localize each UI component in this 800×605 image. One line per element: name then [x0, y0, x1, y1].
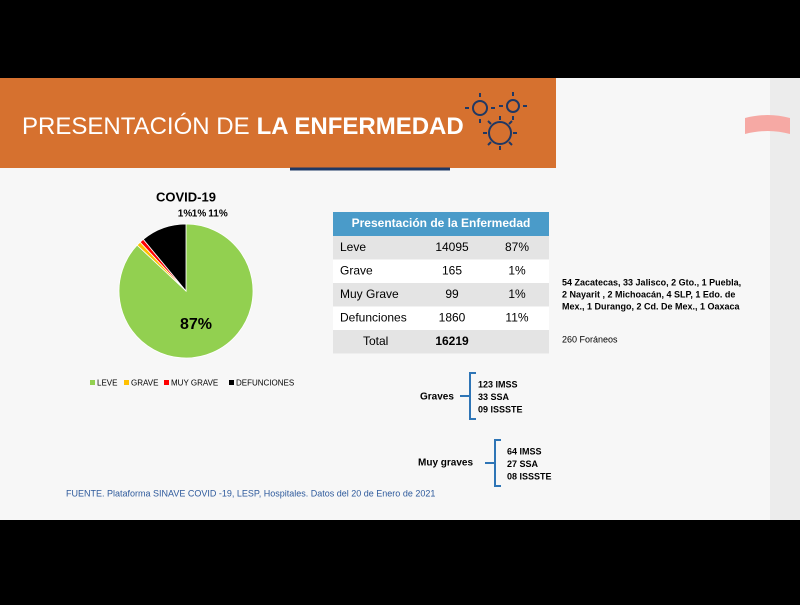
- group-label: Muy graves: [418, 458, 473, 469]
- table-cell: Grave: [340, 264, 373, 278]
- table-cell: 16219: [435, 334, 469, 348]
- legend-label: GRAVE: [131, 379, 158, 388]
- group-item: 123 IMSS: [478, 379, 518, 389]
- group-label: Graves: [420, 392, 454, 403]
- table-cell: 165: [442, 264, 462, 278]
- pie: 87%1% 1% 11%: [118, 209, 254, 359]
- note-line: 2 Nayarit , 2 Michoacán, 4 SLP, 1 Edo. d…: [562, 289, 735, 299]
- virus-icons: [465, 92, 527, 150]
- table-cell: 99: [445, 287, 459, 301]
- next-slide: [770, 78, 800, 520]
- legend-swatch: [124, 380, 129, 385]
- legend-label: LEVE: [97, 379, 117, 388]
- table-row-bg: [333, 306, 549, 330]
- table-row-bg: [333, 259, 549, 283]
- brace: [485, 439, 501, 487]
- slice-label: 11%: [208, 209, 228, 220]
- groups: Graves 123 IMSS 33 SSA 09 ISSSTE Muy graves 6…: [418, 372, 552, 487]
- title-regular: PRESENTACIÓN DE: [22, 113, 250, 140]
- title-bold: LA ENFERMEDAD: [257, 113, 464, 140]
- pie-slice: [142, 223, 187, 293]
- group-item: 27 SSA: [507, 459, 539, 469]
- group-item: 33 SSA: [478, 392, 510, 402]
- group-item: 64 IMSS: [507, 446, 542, 456]
- table-cell: 1%: [508, 287, 526, 301]
- decoration: [745, 115, 790, 134]
- header-band: [0, 78, 556, 168]
- table-cell: 11%: [505, 311, 528, 325]
- table-row-bg: [333, 236, 549, 260]
- table-cell: Defunciones: [340, 311, 407, 325]
- table-cell: 14095: [435, 240, 469, 254]
- legend-swatch: [164, 380, 169, 385]
- table-cell: Muy Grave: [340, 287, 399, 301]
- chart-title: COVID-19: [156, 189, 216, 204]
- slice-label: 1%: [192, 209, 207, 220]
- slice-label: 87%: [180, 316, 212, 333]
- table-cell: Total: [363, 334, 388, 348]
- legend: LEVE GRAVE MUY GRAVE DEFUNCIONES: [90, 379, 294, 388]
- table-row-bg: [333, 330, 549, 354]
- legend-swatch: [90, 380, 95, 385]
- table-cell: Leve: [340, 240, 366, 254]
- brace: [460, 372, 476, 420]
- legend-swatch: [229, 380, 234, 385]
- table-title: Presentación de la Enfermedad: [352, 216, 531, 230]
- table-row-bg: [333, 283, 549, 307]
- legend-label: DEFUNCIONES: [236, 379, 294, 388]
- table-cell: 1860: [439, 311, 466, 325]
- notes: 54 Zacatecas, 33 Jalisco, 2 Gto., 1 Pueb…: [562, 277, 741, 344]
- group-item: 09 ISSSTE: [478, 404, 523, 414]
- legend-label: MUY GRAVE: [171, 379, 218, 388]
- slice-label: 1%: [178, 209, 193, 220]
- table-cell: 87%: [505, 240, 529, 254]
- note-foraneos: 260 Foráneos: [562, 334, 618, 344]
- table-cell: 1%: [508, 264, 526, 278]
- header-title: PRESENTACIÓN DE LA ENFERMEDAD: [22, 113, 464, 140]
- group-item: 08 ISSSTE: [507, 471, 552, 481]
- table-header-bg: [333, 212, 549, 236]
- footer: FUENTE. Plataforma SINAVE COVID -19, LES…: [66, 488, 435, 498]
- note-line: Mex., 1 Durango, 2 Cd. De Mex., 1 Oaxaca: [562, 301, 741, 311]
- note-line: 54 Zacatecas, 33 Jalisco, 2 Gto., 1 Pueb…: [562, 277, 741, 287]
- table: Presentación de la Enfermedad Leve 14095 87…: [333, 212, 549, 354]
